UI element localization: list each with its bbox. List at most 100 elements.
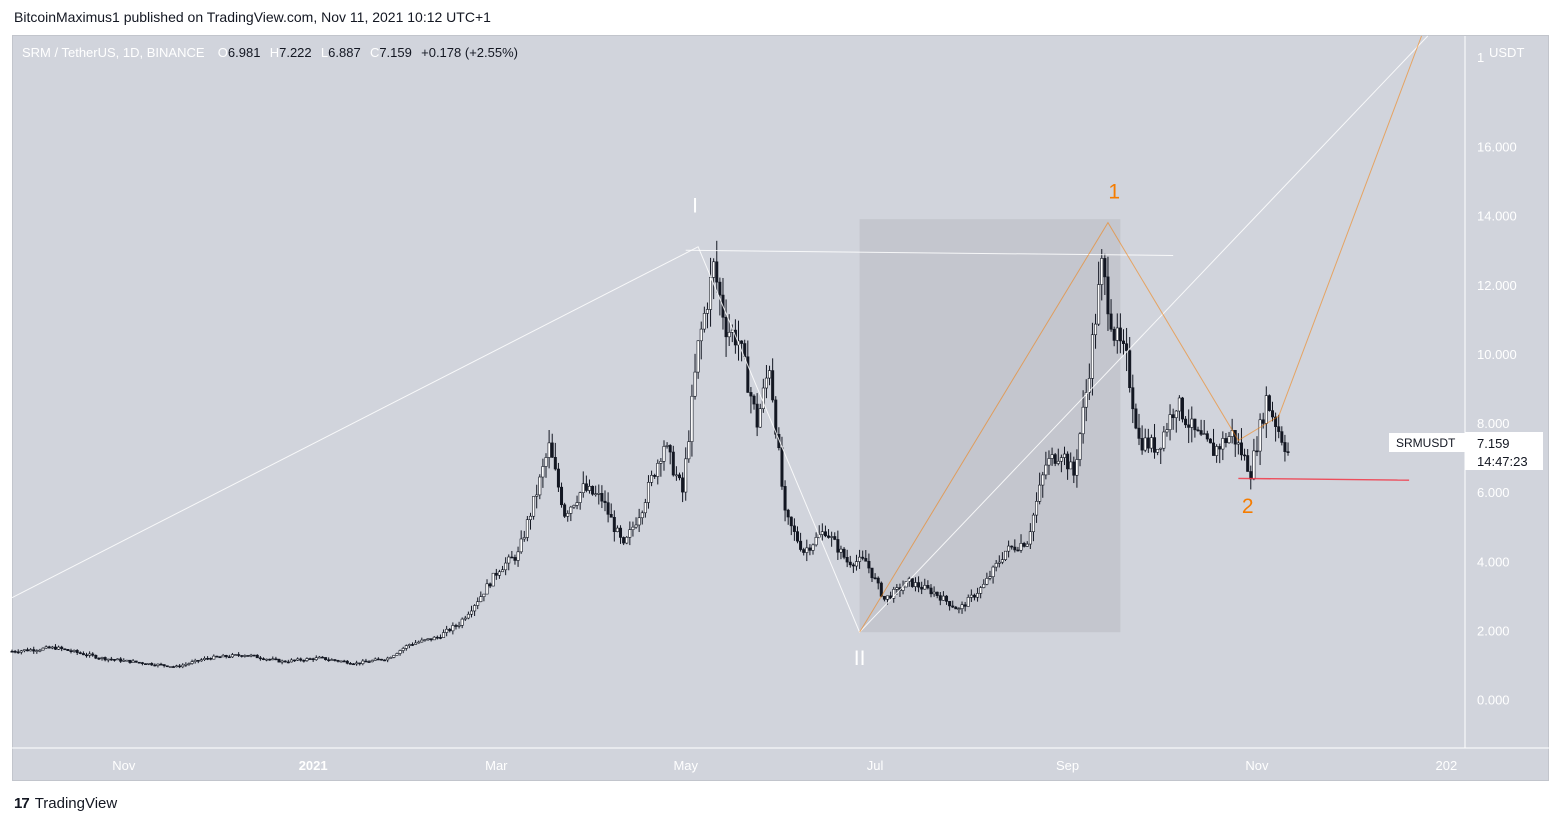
candle-body [827,535,831,538]
candle-body [693,371,697,397]
time-axis-tick: Mar [485,758,508,773]
candle-body [1075,459,1079,476]
candle-body [72,650,76,652]
candle-body [32,649,36,652]
candle-body [674,474,678,477]
candle-body [783,486,787,511]
candle-body [1010,545,1014,548]
candle-body [553,457,557,470]
candle-body [882,595,886,600]
candle-body [91,653,95,656]
candle-body [1053,454,1057,464]
legend-symbol: SRM / TetherUS, 1D, BINANCE [22,45,205,60]
candle-body [230,654,234,658]
candle-body [150,663,154,666]
candle-body [1184,418,1188,426]
candle-body [383,659,387,662]
candle-body [258,657,262,660]
candle-body [460,618,464,626]
candle-body [712,261,716,278]
time-axis-tick: May [673,758,698,773]
candle-body [144,663,148,665]
candle-body [249,654,253,657]
price-axis-tick: 0.000 [1477,693,1510,708]
candle-body [364,660,368,663]
candle-body [1165,429,1169,433]
candle-body [681,477,685,493]
candle-body [209,657,213,660]
candle-body [848,561,852,566]
candle-body [945,595,949,602]
time-axis-tick: Nov [1245,758,1269,773]
candle-body [923,585,927,590]
drawing-line-2 [685,249,1174,256]
candle-body [1224,438,1228,444]
candle-body [181,664,185,668]
candle-body [206,657,210,660]
candle-body [386,657,390,661]
candle-body [1007,545,1011,552]
candle-body [858,556,862,562]
drawing-lines-layer [11,35,1429,634]
price-axis-top-tick: 1 [1477,50,1484,65]
candle-body [404,645,408,649]
candle-body [1258,419,1262,452]
candle-body [957,608,961,610]
candle-body [504,562,508,571]
candle-body [367,661,371,663]
candle-body [1271,410,1275,418]
candle-body [777,433,781,449]
candle-body [423,639,427,641]
candle-body [1221,438,1225,450]
candle-body [535,494,539,497]
candle-body [128,659,132,663]
candle-body [10,650,14,653]
candle-body [162,664,166,667]
candle-body [302,660,306,662]
candle-body [910,578,914,587]
candle-body [780,447,784,487]
price-axis-tick: 8.000 [1477,416,1510,431]
candle-body [345,660,349,664]
candle-body [109,658,113,661]
candle-body [38,649,42,652]
candle-body [215,655,219,658]
wave-label-1: I [692,194,698,217]
candle-body [147,663,151,665]
candle-body [47,646,51,649]
candle-body [1180,397,1184,420]
candle-body [178,665,182,668]
candle-body [227,656,231,659]
candle-body [833,536,837,540]
candle-body [532,496,536,517]
last-price-badge[interactable]: SRMUSDT 7.159 14:47:23 [1389,432,1543,470]
candle-body [538,476,542,496]
symbol-legend[interactable]: SRM / TetherUS, 1D, BINANCE O6.981 H7.22… [22,45,518,60]
candle-body [966,597,970,607]
candle-body [1202,433,1206,435]
candle-body [687,441,691,460]
chart-pane[interactable] [12,35,1549,781]
candle-body [22,649,26,652]
publisher-text: BitcoinMaximus1 published on TradingView… [14,9,491,25]
candle-body [355,662,359,665]
candle-body [619,527,623,538]
candle-body [268,658,272,661]
candle-body [786,509,790,518]
candle-body [774,399,778,435]
candle-body [895,587,899,590]
candle-body [224,655,228,658]
candle-body [426,638,430,640]
candle-body [240,655,244,657]
price-axis-tick: 6.000 [1477,485,1510,500]
candle-body [97,657,101,660]
tradingview-logo[interactable]: 17 TradingView [14,795,117,812]
candle-body [805,547,809,553]
candle-body [1016,549,1020,552]
candle-body [29,649,33,652]
candle-body [100,657,104,659]
candle-body [339,660,343,663]
candle-body [252,654,256,657]
candle-body [370,660,374,663]
